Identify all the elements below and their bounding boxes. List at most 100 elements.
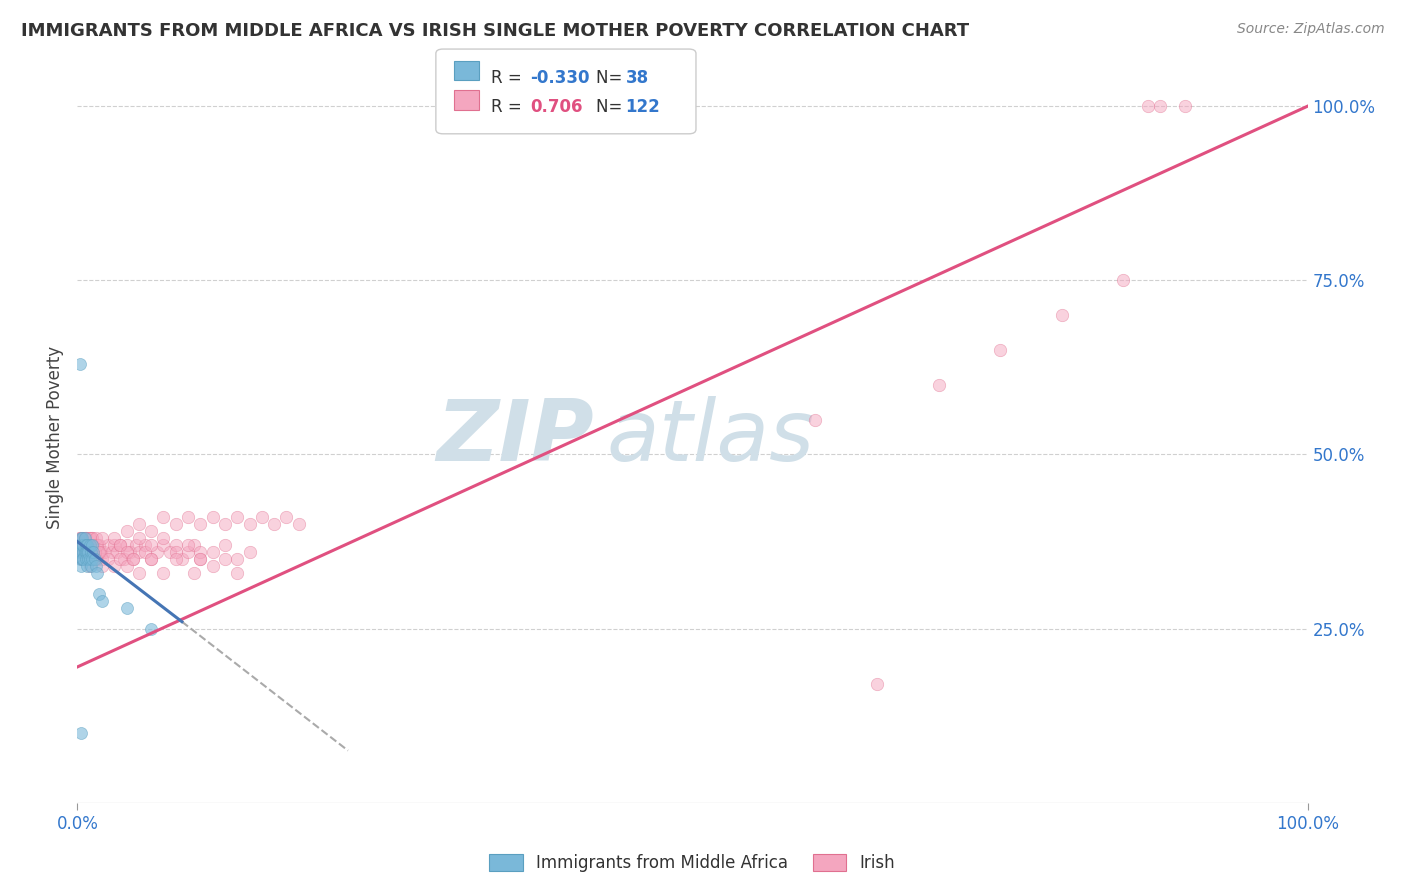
Point xyxy=(128,566,150,580)
Point xyxy=(79,552,101,566)
Point xyxy=(70,545,93,559)
Point xyxy=(141,552,163,566)
Point xyxy=(79,558,101,573)
Point xyxy=(177,545,200,559)
Point xyxy=(86,552,108,566)
Point xyxy=(87,545,110,559)
Point xyxy=(146,545,169,559)
Point xyxy=(201,510,224,524)
Point xyxy=(141,524,163,538)
Point xyxy=(90,558,114,573)
Point xyxy=(73,531,96,545)
Text: atlas: atlas xyxy=(606,395,814,479)
Point xyxy=(128,545,150,559)
Point xyxy=(152,510,174,524)
Point xyxy=(226,510,249,524)
Point xyxy=(76,545,98,559)
Point xyxy=(75,538,97,552)
Point xyxy=(152,538,174,552)
Point xyxy=(239,517,262,532)
Point xyxy=(190,517,212,532)
Point xyxy=(112,552,135,566)
Point xyxy=(105,545,128,559)
Point xyxy=(69,357,91,371)
Point xyxy=(84,552,107,566)
Point xyxy=(70,726,93,740)
Point xyxy=(76,558,98,573)
Point xyxy=(73,545,96,559)
Point xyxy=(75,545,97,559)
Point xyxy=(69,538,91,552)
Point xyxy=(190,552,212,566)
Point xyxy=(165,545,187,559)
Point xyxy=(115,600,138,615)
Point xyxy=(82,545,104,559)
Point xyxy=(214,517,236,532)
Point xyxy=(70,552,93,566)
Point xyxy=(86,566,108,580)
Point xyxy=(165,538,187,552)
Point xyxy=(73,538,96,552)
Point xyxy=(67,538,90,552)
Point xyxy=(70,538,93,552)
Point xyxy=(177,538,200,552)
Point xyxy=(226,566,249,580)
Point xyxy=(79,545,101,559)
Point xyxy=(84,531,107,545)
Point xyxy=(988,343,1011,357)
Point xyxy=(86,538,108,552)
Point xyxy=(70,531,93,545)
Point xyxy=(134,545,156,559)
Point xyxy=(115,558,138,573)
Text: R =: R = xyxy=(491,98,527,116)
Point xyxy=(201,558,224,573)
Point xyxy=(89,538,111,552)
Point xyxy=(72,545,94,559)
Point xyxy=(115,538,138,552)
Point xyxy=(77,538,100,552)
Point xyxy=(125,538,148,552)
Point xyxy=(67,545,90,559)
Text: N=: N= xyxy=(596,69,627,87)
Point xyxy=(115,545,138,559)
Point xyxy=(90,545,112,559)
Point xyxy=(70,531,93,545)
Point xyxy=(76,545,98,559)
Point xyxy=(73,531,96,545)
Point xyxy=(76,545,98,559)
Point xyxy=(73,538,96,552)
Point xyxy=(72,552,94,566)
Point xyxy=(115,524,138,538)
Point xyxy=(121,552,143,566)
Point xyxy=(120,545,142,559)
Point xyxy=(75,531,97,545)
Point xyxy=(928,377,950,392)
Point xyxy=(804,412,827,426)
Text: 38: 38 xyxy=(626,69,648,87)
Point xyxy=(97,552,120,566)
Point xyxy=(214,552,236,566)
Point xyxy=(165,552,187,566)
Point xyxy=(83,552,105,566)
Point xyxy=(183,538,205,552)
Point xyxy=(1136,99,1159,113)
Point xyxy=(69,531,91,545)
Point xyxy=(1112,273,1135,287)
Point xyxy=(263,517,285,532)
Point xyxy=(141,622,163,636)
Point xyxy=(276,510,298,524)
Point xyxy=(80,545,103,559)
Point xyxy=(82,538,104,552)
Point xyxy=(226,552,249,566)
Text: ZIP: ZIP xyxy=(436,395,595,479)
Point xyxy=(97,538,120,552)
Point xyxy=(250,510,273,524)
Point xyxy=(128,531,150,545)
Point xyxy=(80,545,103,559)
Point xyxy=(866,677,889,691)
Point xyxy=(83,545,105,559)
Point xyxy=(214,538,236,552)
Point xyxy=(79,538,101,552)
Point xyxy=(103,558,125,573)
Point xyxy=(79,531,101,545)
